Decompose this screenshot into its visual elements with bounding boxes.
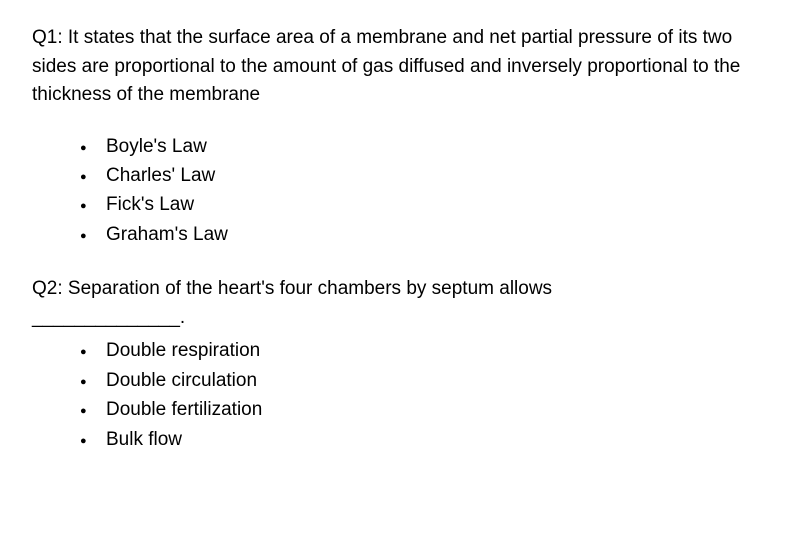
question-1-block: Q1: It states that the surface area of a… (32, 24, 768, 249)
list-item: Charles' Law (80, 161, 768, 190)
question-2-blank: ______________. (32, 304, 768, 333)
list-item: Boyle's Law (80, 132, 768, 161)
question-1-options: Boyle's Law Charles' Law Fick's Law Grah… (80, 132, 768, 250)
list-item: Double fertilization (80, 395, 768, 424)
question-1-text: Q1: It states that the surface area of a… (32, 24, 768, 110)
question-2-block: Q2: Separation of the heart's four chamb… (32, 275, 768, 454)
question-2-options: Double respiration Double circulation Do… (80, 336, 768, 454)
list-item: Double respiration (80, 336, 768, 365)
list-item: Bulk flow (80, 425, 768, 454)
question-2-text: Q2: Separation of the heart's four chamb… (32, 275, 768, 304)
list-item: Graham's Law (80, 220, 768, 249)
list-item: Double circulation (80, 366, 768, 395)
list-item: Fick's Law (80, 190, 768, 219)
